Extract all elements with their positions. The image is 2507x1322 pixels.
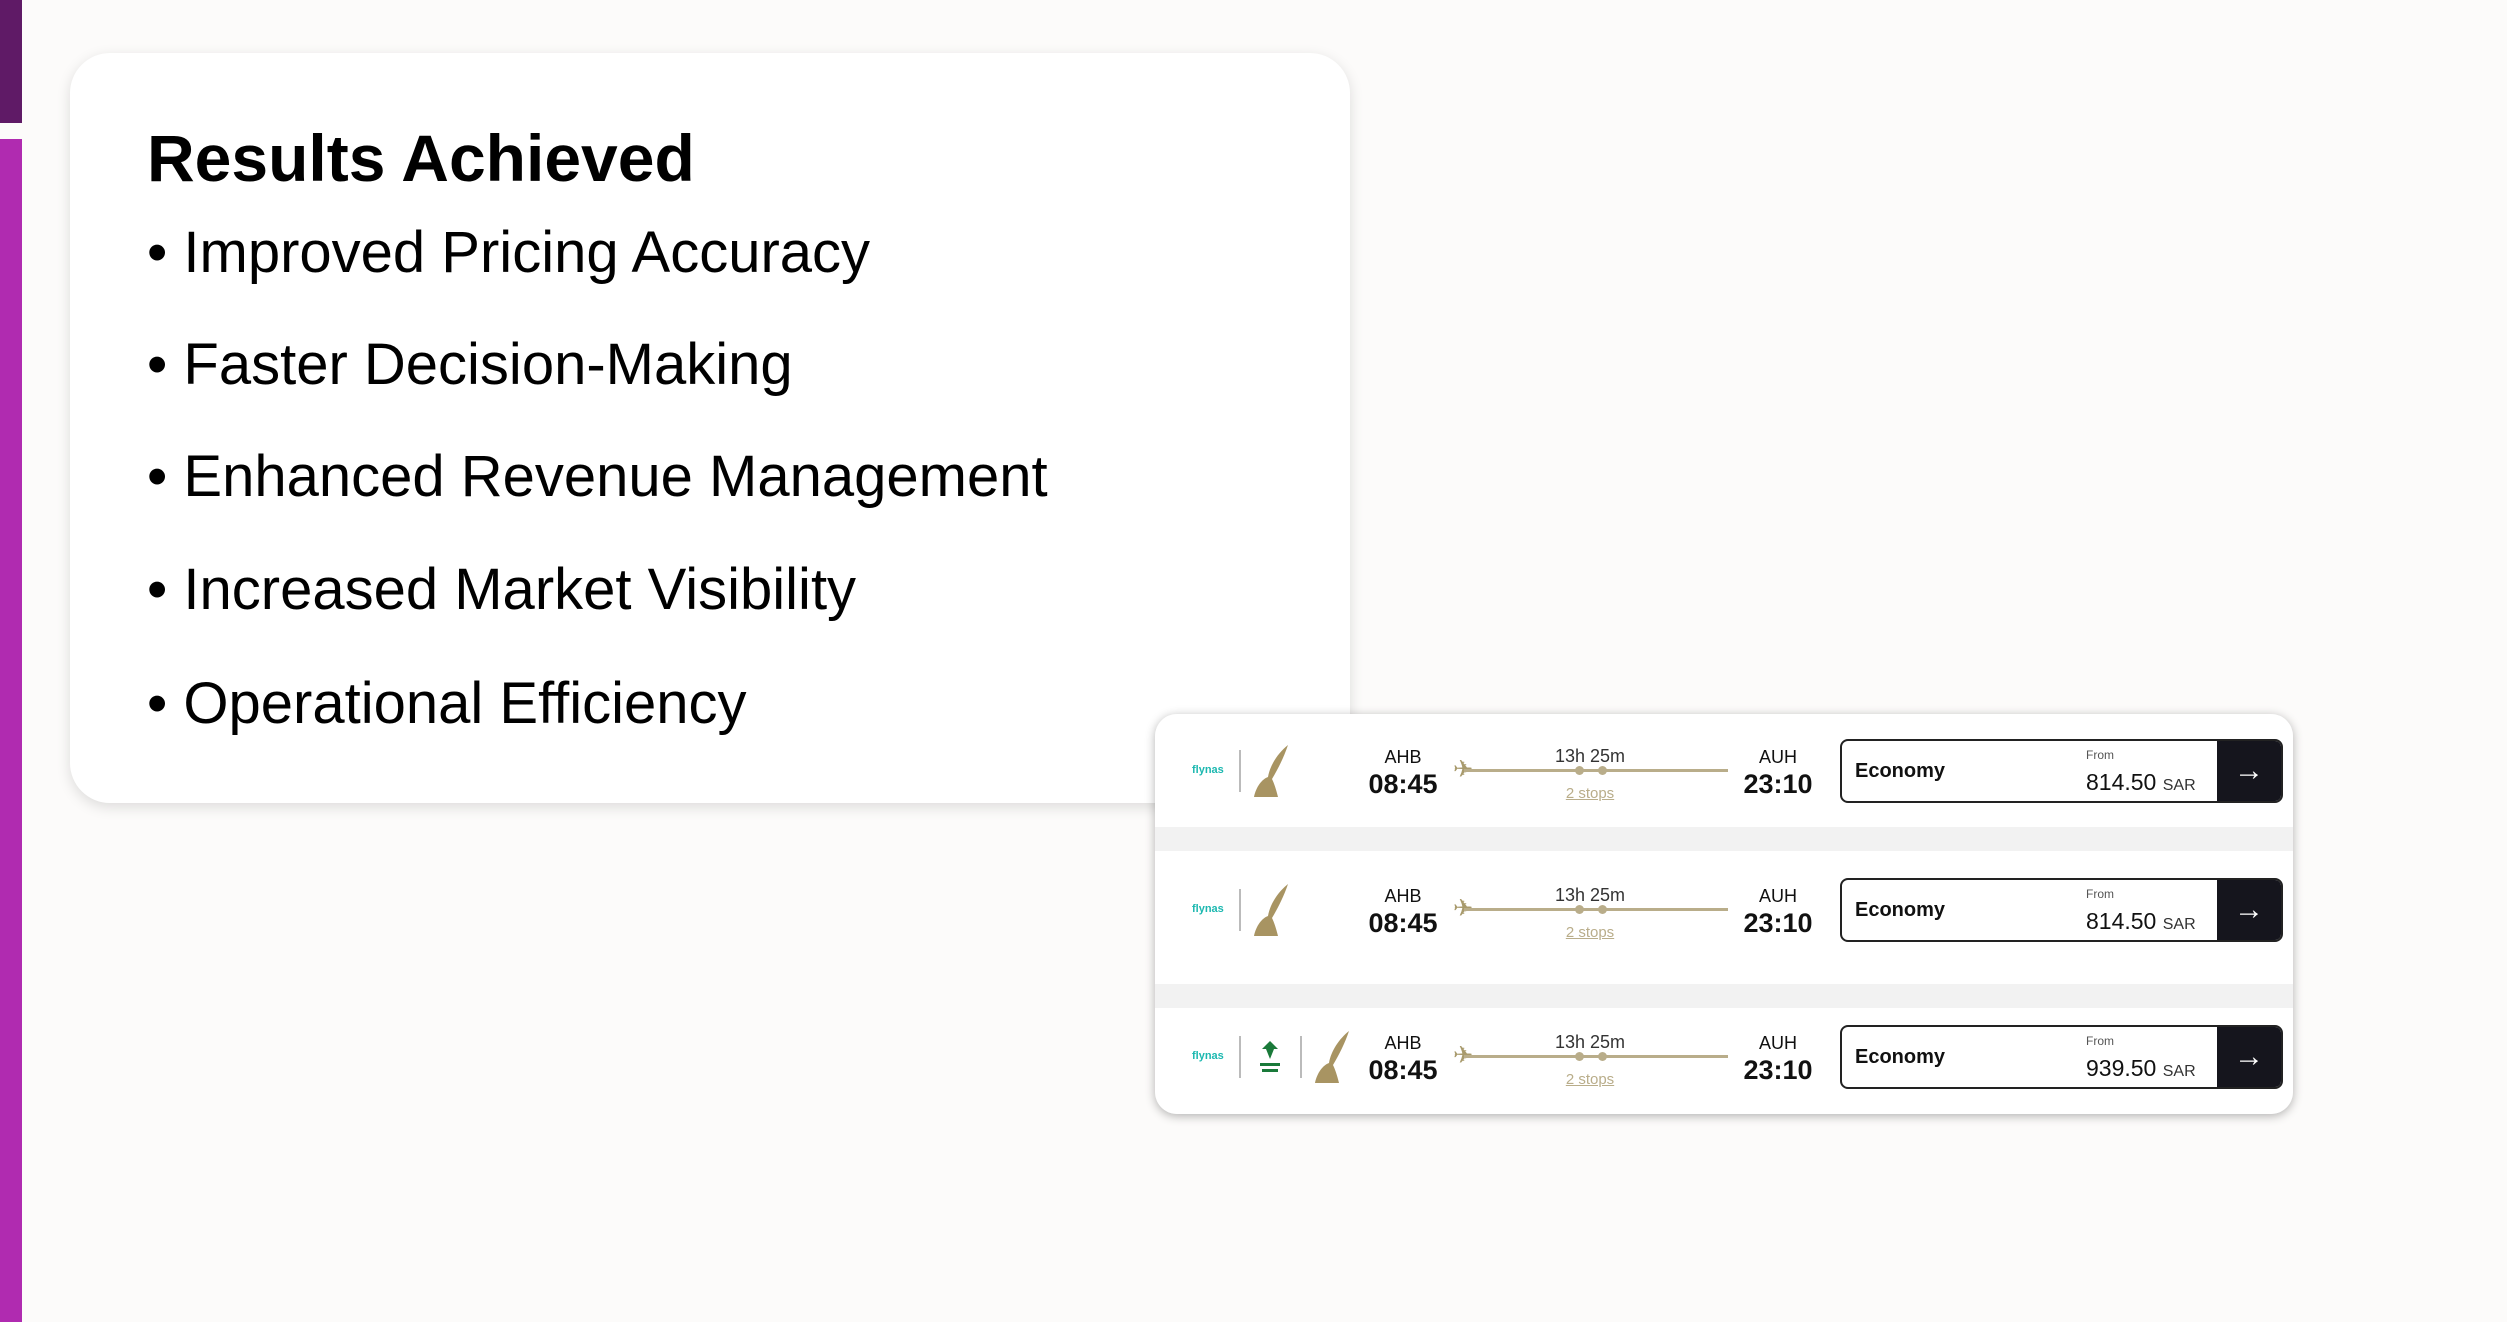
departure-time: 08:45 [1368, 769, 1438, 799]
stops-link[interactable]: 2 stops [1565, 785, 1615, 802]
from-label: From [2086, 748, 2114, 762]
cabin-class: Economy [1855, 899, 1946, 921]
arrow-right-icon[interactable]: → [2217, 1027, 2281, 1087]
flight-row[interactable]: flynas AHB 08:45 ✈ 13h 25m 2 stops AUH 2… [1155, 714, 2293, 827]
logo-divider [1239, 750, 1241, 792]
stop-dot [1575, 1052, 1584, 1061]
accent-bar-dark [0, 0, 22, 123]
flight-results-panel: flynas AHB 08:45 ✈ 13h 25m 2 stops AUH 2… [1155, 714, 2293, 1114]
stop-dot [1598, 1052, 1607, 1061]
results-card: Results Achieved • Improved Pricing Accu… [70, 53, 1350, 803]
from-label: From [2086, 887, 2114, 901]
stop-dot [1598, 905, 1607, 914]
bullet-item: • Enhanced Revenue Management [147, 444, 1048, 509]
bullet-item: • Faster Decision-Making [147, 332, 793, 397]
duration: 13h 25m [1554, 1032, 1626, 1052]
destination-code: AUH [1758, 747, 1797, 767]
route-line [1464, 769, 1728, 772]
stops-link[interactable]: 2 stops [1565, 924, 1615, 941]
arrival-time: 23:10 [1743, 769, 1813, 799]
route-line [1464, 908, 1728, 911]
price: 814.50 SAR [2086, 769, 2196, 795]
flight-row[interactable]: flynas AHB 08:45 ✈ 13h 25m 2 stops AUH 2… [1155, 1008, 2293, 1114]
gulf-air-falcon-logo [1248, 743, 1292, 799]
stop-dot [1598, 766, 1607, 775]
fare-select-button[interactable]: Economy From 814.50 SAR → [1840, 878, 2283, 942]
stop-dot [1575, 766, 1584, 775]
bullet-item: • Operational Efficiency [147, 671, 747, 736]
destination-code: AUH [1758, 1033, 1797, 1053]
origin-code: AHB [1384, 1033, 1422, 1053]
departure-time: 08:45 [1368, 1055, 1438, 1085]
bullet-item: • Increased Market Visibility [147, 557, 857, 622]
flynas-logo: flynas [1192, 903, 1224, 915]
origin-code: AHB [1384, 747, 1422, 767]
destination-code: AUH [1758, 886, 1797, 906]
arrival-time: 23:10 [1743, 1055, 1813, 1085]
card-title: Results Achieved [147, 121, 695, 195]
flynas-logo: flynas [1192, 1050, 1224, 1062]
bullet-item: • Improved Pricing Accuracy [147, 220, 871, 285]
logo-divider [1300, 1036, 1302, 1078]
plane-icon: ✈ [1453, 895, 1474, 922]
from-label: From [2086, 1034, 2114, 1048]
logo-divider [1239, 889, 1241, 931]
plane-icon: ✈ [1453, 756, 1474, 783]
price: 939.50 SAR [2086, 1055, 2196, 1081]
logo-divider [1239, 1036, 1241, 1078]
cabin-class: Economy [1855, 760, 1946, 782]
departure-time: 08:45 [1368, 908, 1438, 938]
fare-select-button[interactable]: Economy From 939.50 SAR → [1840, 1025, 2283, 1089]
cabin-class: Economy [1855, 1046, 1946, 1068]
flight-row[interactable]: flynas AHB 08:45 ✈ 13h 25m 2 stops AUH 2… [1155, 851, 2293, 984]
gulf-air-falcon-logo [1309, 1029, 1353, 1085]
price: 814.50 SAR [2086, 908, 2196, 934]
fare-select-button[interactable]: Economy From 814.50 SAR → [1840, 739, 2283, 803]
arrow-right-icon[interactable]: → [2217, 880, 2281, 940]
duration: 13h 25m [1554, 885, 1626, 905]
plane-icon: ✈ [1453, 1042, 1474, 1069]
origin-code: AHB [1384, 886, 1422, 906]
saudia-logo [1252, 1037, 1288, 1077]
duration: 13h 25m [1554, 746, 1626, 766]
route-line [1464, 1055, 1728, 1058]
stop-dot [1575, 905, 1584, 914]
flynas-logo: flynas [1192, 764, 1224, 776]
arrival-time: 23:10 [1743, 908, 1813, 938]
arrow-right-icon[interactable]: → [2217, 741, 2281, 801]
stops-link[interactable]: 2 stops [1565, 1071, 1615, 1088]
gulf-air-falcon-logo [1248, 882, 1292, 938]
accent-bar-light [0, 139, 22, 1322]
